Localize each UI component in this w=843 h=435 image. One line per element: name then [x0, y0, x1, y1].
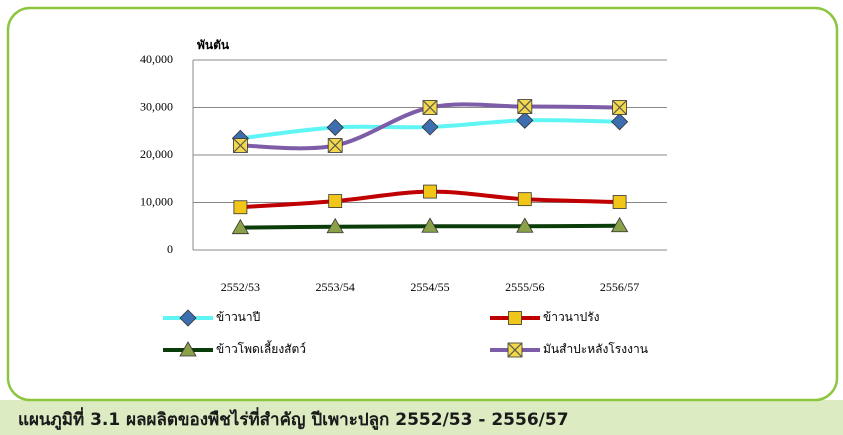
data-point	[517, 192, 532, 207]
data-point-cross	[232, 138, 248, 153]
y-tick-label: 20,000	[140, 147, 173, 161]
data-point	[612, 100, 628, 115]
data-point	[422, 100, 438, 115]
x-tick-label: 2555/56	[505, 280, 544, 294]
caption-bar	[0, 400, 843, 435]
y-axis-title: พันตัน	[197, 38, 230, 52]
caption: แผนภูมิที่ 3.1 ผลผลิตของพืชไร่ที่สำคัญ ป…	[18, 407, 569, 431]
data-point	[232, 138, 248, 153]
x-tick-label: 2553/54	[316, 280, 355, 294]
data-point	[326, 118, 344, 137]
data-point	[233, 200, 248, 215]
legend-label: ข้าวนาปรัง	[543, 310, 600, 324]
data-point	[421, 217, 439, 233]
legend-marker	[508, 311, 522, 325]
x-tick-label: 2552/53	[221, 280, 260, 294]
data-point-cross	[612, 100, 628, 115]
y-tick-label: 10,000	[140, 194, 173, 208]
data-point	[421, 118, 439, 136]
legend-label: มันสำปะหลังโรงงาน	[543, 342, 648, 356]
legend-label: ข้าวนาปี	[216, 310, 260, 324]
data-point	[612, 195, 627, 209]
y-tick-label: 40,000	[140, 52, 173, 66]
data-point	[326, 217, 344, 234]
data-point	[611, 113, 629, 131]
x-tick-label: 2554/55	[410, 280, 449, 294]
data-point-cross	[327, 138, 343, 153]
data-point	[231, 218, 250, 235]
data-point-cross	[422, 100, 438, 115]
data-point	[423, 184, 437, 199]
legend-marker	[507, 342, 523, 358]
data-point	[517, 99, 533, 114]
data-point	[610, 216, 629, 233]
legend-marker	[179, 309, 197, 327]
y-tick-label: 30,000	[140, 99, 173, 113]
frame	[6, 6, 839, 402]
data-point-cross	[517, 99, 533, 114]
y-tick-label: 0	[167, 242, 173, 256]
legend-label: ข้าวโพดเลี้ยงสัตว์	[216, 340, 306, 356]
data-point	[327, 138, 343, 153]
x-tick-label: 2556/57	[600, 280, 639, 294]
data-point	[516, 111, 534, 129]
data-point	[516, 217, 534, 233]
legend-marker	[179, 341, 197, 357]
data-point	[328, 194, 343, 208]
legend-marker-cross	[507, 342, 523, 358]
